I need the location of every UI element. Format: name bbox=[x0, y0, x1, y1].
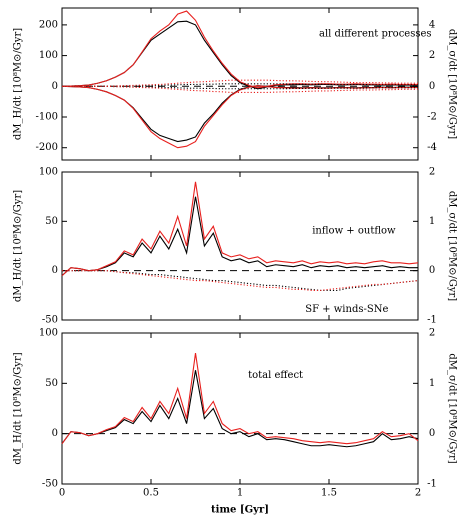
y2-tick-label: 2 bbox=[429, 50, 435, 61]
y-tick-label: -200 bbox=[36, 142, 58, 153]
y2-axis-label: dM_σ/dt [10⁸M⊙/Gyr] bbox=[447, 191, 458, 301]
y-tick-label: 0 bbox=[52, 428, 58, 439]
y-tick-label: -100 bbox=[36, 112, 58, 123]
y-tick-label: -50 bbox=[42, 315, 58, 326]
y2-tick-label: -4 bbox=[427, 142, 437, 153]
y2-tick-label: 0 bbox=[429, 81, 435, 92]
annotation: all different processes bbox=[319, 28, 432, 39]
y2-axis-label: dM_σ/dt [10⁸M⊙/Gyr] bbox=[447, 29, 458, 139]
x-tick-label: 0.5 bbox=[143, 488, 159, 499]
x-tick-label: 1.5 bbox=[321, 488, 337, 499]
y-tick-label: 0 bbox=[52, 81, 58, 92]
y2-tick-label: 4 bbox=[429, 19, 435, 30]
y2-axis-label: dM_σ/dt [10⁸M⊙/Gyr] bbox=[447, 353, 458, 463]
y2-tick-label: -1 bbox=[427, 479, 437, 490]
series-line bbox=[61, 181, 419, 277]
y2-tick-label: 0 bbox=[429, 428, 435, 439]
y-tick-label: 0 bbox=[52, 265, 58, 276]
series-line bbox=[61, 196, 418, 277]
panel-frame bbox=[61, 332, 419, 485]
y-tick-label: 50 bbox=[45, 378, 58, 389]
y-axis-label: dM_H/dt [10⁸M⊙/Gyr] bbox=[13, 28, 24, 140]
y2-tick-label: 2 bbox=[429, 328, 435, 339]
y-tick-label: 200 bbox=[39, 19, 58, 30]
annotation: inflow + outflow bbox=[312, 226, 396, 237]
y2-tick-label: 1 bbox=[429, 378, 435, 389]
y2-tick-label: -2 bbox=[427, 112, 437, 123]
series-line bbox=[61, 353, 419, 445]
y-tick-label: 100 bbox=[39, 50, 58, 61]
y-tick-label: 50 bbox=[45, 216, 58, 227]
x-tick-label: 2 bbox=[415, 488, 421, 499]
x-tick-label: 0 bbox=[59, 488, 65, 499]
series-line bbox=[62, 270, 419, 291]
series-line bbox=[61, 85, 418, 143]
series-line bbox=[61, 370, 419, 448]
series-line bbox=[61, 10, 418, 89]
series-line bbox=[61, 85, 418, 149]
y2-tick-label: -1 bbox=[427, 315, 437, 326]
annotation: SF + winds-SNe bbox=[305, 304, 388, 315]
y-axis-label: dM_H/dt [10⁸M⊙/Gyr] bbox=[13, 352, 24, 464]
annotation: total effect bbox=[248, 370, 303, 381]
y-tick-label: 100 bbox=[39, 328, 58, 339]
y-tick-label: -50 bbox=[42, 479, 58, 490]
y-tick-label: 100 bbox=[39, 167, 58, 178]
x-tick-label: 1 bbox=[237, 488, 243, 499]
y2-tick-label: 2 bbox=[429, 167, 435, 178]
y-axis-label: dM_H/dt [10⁸M⊙/Gyr] bbox=[13, 190, 24, 302]
panel-frame bbox=[61, 171, 419, 321]
y2-tick-label: 0 bbox=[429, 265, 435, 276]
series-line bbox=[62, 270, 419, 291]
y2-tick-label: 1 bbox=[429, 216, 435, 227]
x-axis-label: time [Gyr] bbox=[211, 505, 269, 516]
